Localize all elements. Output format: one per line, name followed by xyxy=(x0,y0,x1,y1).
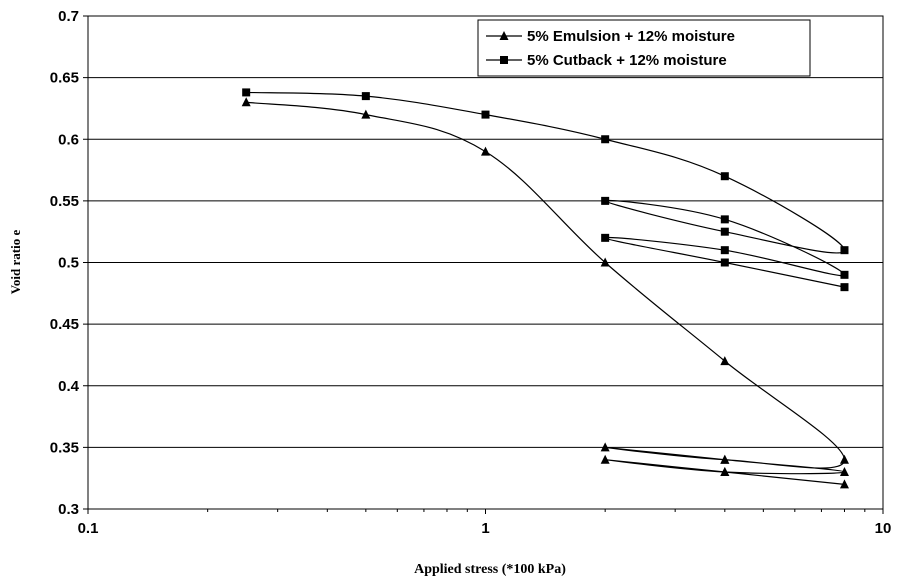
y-tick-label: 0.35 xyxy=(50,439,79,456)
grid-lines xyxy=(88,77,883,448)
data-point-square xyxy=(242,88,251,97)
data-point-square xyxy=(481,110,490,119)
legend: 5% Emulsion + 12% moisture 5% Cutback + 1… xyxy=(477,19,811,77)
x-axis-ticks: 0.1 1 10 xyxy=(78,509,892,537)
y-tick-label: 0.45 xyxy=(50,316,79,333)
data-point-triangle xyxy=(839,454,849,464)
data-point-square xyxy=(720,172,729,181)
x-tick-label: 0.1 xyxy=(78,520,99,537)
x-tick-label: 10 xyxy=(875,520,892,537)
series-markers xyxy=(241,88,849,489)
y-tick-label: 0.4 xyxy=(58,378,80,395)
y-tick-label: 0.5 xyxy=(58,255,79,272)
data-point-square xyxy=(601,196,610,205)
legend-marker-triangle xyxy=(499,31,509,40)
legend-marker-square xyxy=(500,56,508,64)
data-point-triangle xyxy=(600,454,610,464)
data-point-square xyxy=(601,135,610,144)
data-point-triangle xyxy=(241,97,251,107)
series-line-cutback xyxy=(246,91,846,288)
legend-label: 5% Cutback + 12% moisture xyxy=(527,52,727,69)
y-axis-title: Void ratio e xyxy=(8,230,23,295)
x-axis-title: Applied stress (*100 kPa) xyxy=(414,562,566,577)
data-point-triangle xyxy=(720,356,730,366)
y-tick-label: 0.65 xyxy=(50,70,79,87)
data-point-square xyxy=(720,227,729,236)
data-point-square xyxy=(840,246,849,255)
data-point-triangle xyxy=(481,146,490,156)
y-axis-ticks: 0.3 0.35 0.4 0.45 0.5 0.55 0.6 0.65 0.7 xyxy=(50,8,88,518)
y-tick-label: 0.55 xyxy=(50,193,79,210)
data-point-triangle xyxy=(720,467,730,477)
legend-label: 5% Emulsion + 12% moisture xyxy=(527,28,735,45)
data-point-triangle xyxy=(839,467,849,477)
y-tick-label: 0.6 xyxy=(58,131,79,148)
x-tick-label: 1 xyxy=(481,520,489,537)
data-point-square xyxy=(720,215,729,224)
series-line-emulsion xyxy=(246,101,846,485)
data-point-triangle xyxy=(600,257,610,267)
data-point-triangle xyxy=(361,109,371,119)
data-point-triangle xyxy=(600,442,610,452)
data-point-square xyxy=(840,283,849,292)
y-tick-label: 0.7 xyxy=(58,8,79,25)
series-curves xyxy=(246,91,846,485)
data-point-square xyxy=(720,246,729,255)
legend-box xyxy=(477,19,811,77)
data-point-square xyxy=(361,92,370,101)
data-point-square xyxy=(720,258,729,267)
data-point-triangle xyxy=(720,454,730,464)
data-point-triangle xyxy=(839,479,849,489)
data-point-square xyxy=(840,270,849,279)
data-point-square xyxy=(601,233,610,242)
y-tick-label: 0.3 xyxy=(58,501,79,518)
